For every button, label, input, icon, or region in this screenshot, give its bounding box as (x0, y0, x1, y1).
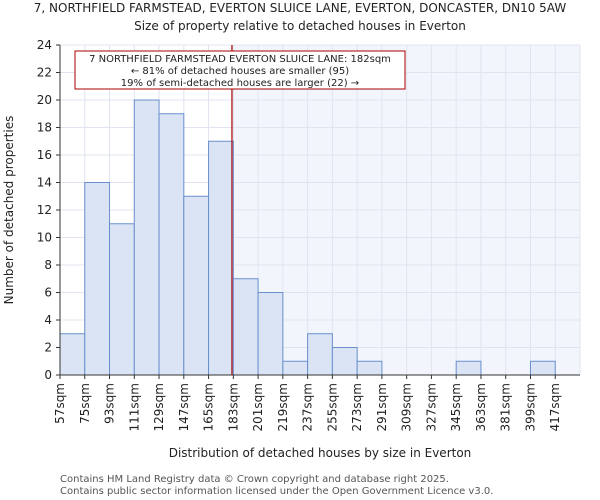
histogram-bar (529, 360, 556, 376)
histogram-bar (158, 113, 185, 376)
y-tick-label: 14 (37, 176, 52, 190)
x-tick-label: 57sqm (53, 383, 67, 424)
x-tick-label: 381sqm (499, 383, 513, 431)
x-tick-label: 417sqm (548, 383, 562, 431)
histogram-bar (282, 360, 309, 376)
annotation-line1: 7 NORTHFIELD FARMSTEAD EVERTON SLUICE LA… (89, 54, 391, 65)
histogram-bar (356, 360, 383, 376)
x-tick-label: 399sqm (523, 383, 537, 431)
x-tick-label: 111sqm (127, 383, 141, 431)
x-tick-label: 201sqm (251, 383, 265, 431)
annotation-line3: 19% of semi-detached houses are larger (… (121, 78, 359, 89)
x-axis-label: Distribution of detached houses by size … (169, 446, 472, 460)
histogram-bar (183, 195, 210, 376)
x-tick-label: 75sqm (78, 383, 92, 424)
histogram-bar (232, 278, 259, 376)
x-tick-label: 237sqm (301, 383, 315, 431)
histogram-bar (133, 99, 160, 376)
histogram-bar (109, 223, 135, 376)
x-tick-label: 219sqm (276, 383, 290, 431)
histogram-bar (208, 140, 234, 376)
x-tick-label: 291sqm (375, 383, 389, 431)
x-tick-label: 93sqm (103, 383, 117, 424)
x-tick-label: 345sqm (449, 383, 463, 431)
y-tick-label: 10 (37, 231, 52, 245)
x-tick-label: 147sqm (177, 383, 191, 431)
x-tick-label: 309sqm (400, 383, 414, 431)
y-tick-label: 16 (37, 148, 52, 162)
y-tick-label: 22 (37, 66, 52, 80)
y-tick-label: 20 (37, 93, 52, 107)
x-tick-label: 255sqm (325, 383, 339, 431)
y-tick-label: 6 (44, 286, 52, 300)
y-tick-label: 4 (44, 313, 52, 327)
chart-title-line2: Size of property relative to detached ho… (134, 19, 466, 33)
histogram-bar (455, 360, 482, 376)
y-tick-label: 18 (37, 121, 52, 135)
x-tick-label: 183sqm (226, 383, 240, 431)
footer-line1: Contains HM Land Registry data © Crown c… (60, 474, 449, 485)
x-tick-label: 129sqm (152, 383, 166, 431)
y-tick-label: 0 (44, 368, 52, 382)
x-tick-label: 363sqm (474, 383, 488, 431)
chart-title-line1: 7, NORTHFIELD FARMSTEAD, EVERTON SLUICE … (34, 1, 567, 15)
annotation-line2: ← 81% of detached houses are smaller (95… (131, 66, 349, 77)
histogram-bar (307, 333, 333, 376)
x-tick-label: 273sqm (350, 383, 364, 431)
footer-line2: Contains public sector information licen… (60, 486, 493, 497)
annotation-box (74, 50, 406, 90)
histogram-bar (84, 182, 111, 376)
y-tick-label: 8 (44, 258, 52, 272)
y-tick-label: 2 (44, 341, 52, 355)
histogram-bar (257, 292, 284, 376)
histogram-bar (331, 347, 358, 376)
y-axis-label: Number of detached properties (2, 116, 16, 305)
x-tick-label: 327sqm (424, 383, 438, 431)
x-tick-label: 165sqm (202, 383, 216, 431)
y-tick-label: 24 (37, 38, 52, 52)
y-tick-label: 12 (37, 203, 52, 217)
histogram-bar (59, 333, 86, 376)
